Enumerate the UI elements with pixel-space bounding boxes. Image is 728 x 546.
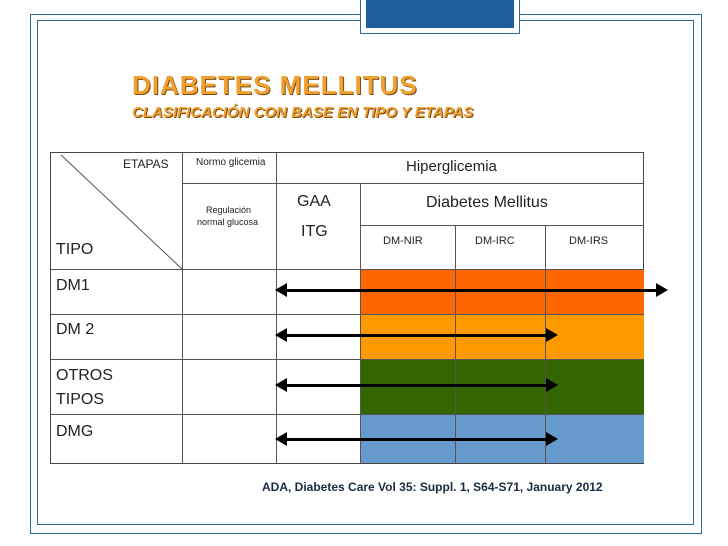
etapas-label: ETAPAS [123,157,169,171]
grid-line [51,414,644,415]
grid-line [455,225,456,463]
arrow-dm1-right-head [656,283,668,297]
grid-line [182,183,644,184]
diabetes-mellitus-label: Diabetes Mellitus [426,194,548,211]
grid-line [51,359,644,360]
classification-table: ETAPAS TIPO Normo glicemia Regulación no… [50,152,644,464]
arrow-dmg-shaft [285,438,547,441]
itg-label: ITG [301,223,328,240]
dm-irs-label: DM-IRS [569,235,609,247]
dm-irc-label: DM-IRC [475,235,515,247]
grid-line [360,225,644,226]
arrow-dm1-left-head [275,283,287,297]
regulacion-label-line2: normal glucosa [197,217,259,227]
citation-text: ADA, Diabetes Care Vol 35: Suppl. 1, S64… [262,480,603,494]
gaa-label: GAA [297,193,331,210]
row-label-dm1: DM1 [56,277,90,294]
grid-line [360,183,361,463]
arrow-otros-left-head [275,378,287,392]
arrow-otros-right-head [546,378,558,392]
slide-title: DIABETES MELLITUS [132,70,418,100]
tipo-label: TIPO [56,241,94,258]
row-label-tipos: TIPOS [56,391,105,408]
row-label-otros: OTROS [56,367,113,384]
normo-glicemia-label: Normo glicemia [196,157,266,168]
dm-nir-label: DM-NIR [383,235,423,247]
arrow-dm2-left-head [275,328,287,342]
frame-top-tab-fill [366,0,514,28]
regulacion-label-line1: Regulación [206,205,252,215]
arrow-dm2-right-head [546,328,558,342]
slide-subtitle: CLASIFICACIÓN CON BASE EN TIPO Y ETAPAS [132,104,474,121]
arrow-dmg-right-head [546,432,558,446]
grid-line [276,153,277,463]
arrow-dmg-left-head [275,432,287,446]
row-label-dmg: DMG [56,423,94,440]
hiperglicemia-label: Hiperglicemia [406,158,497,175]
arrow-dm2-shaft [285,334,547,337]
arrow-dm1-shaft [285,289,657,292]
grid-line [51,269,644,270]
grid-line [545,225,546,463]
arrow-otros-shaft [285,384,547,387]
corner-diagonal [60,154,183,270]
grid-line [182,153,183,463]
row-label-dm2: DM 2 [56,321,95,338]
grid-line [51,314,644,315]
